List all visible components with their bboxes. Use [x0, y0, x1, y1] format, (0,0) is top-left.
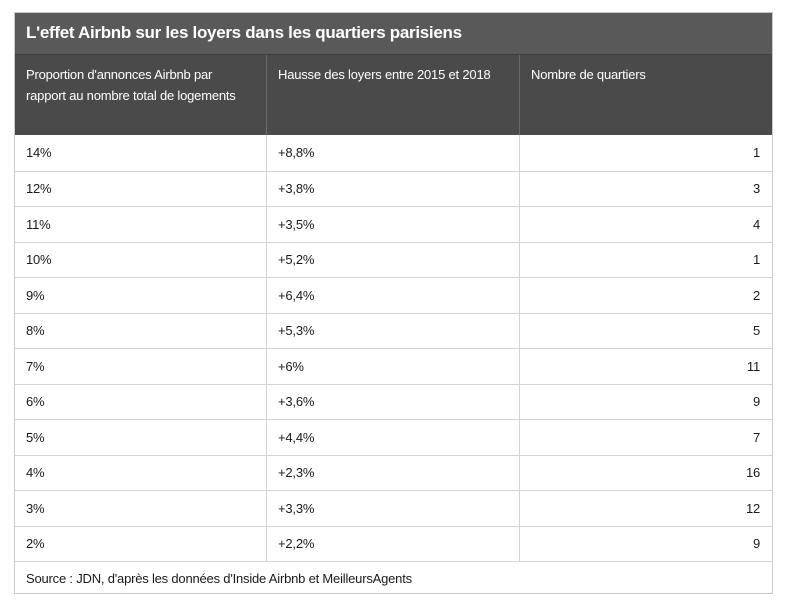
cell-rent-increase: +3,3% — [267, 491, 520, 526]
cell-proportion: 7% — [15, 349, 267, 384]
cell-district-count: 16 — [745, 465, 760, 481]
cell-rent-increase: +6% — [267, 349, 520, 384]
cell-proportion: 3% — [15, 491, 267, 526]
header-rent-increase: Hausse des loyers entre 2015 et 2018 — [267, 55, 520, 135]
cell-rent-increase: +5,2% — [267, 242, 520, 277]
cell-district-count: 3 — [752, 181, 760, 197]
cell-proportion: 12% — [15, 171, 267, 206]
cell-district-count: 7 — [752, 429, 760, 445]
table-row: 11% +3,5% 4 — [15, 206, 772, 242]
cell-district-count: 1 — [752, 145, 760, 161]
table-row: 5% +4,4% 7 — [15, 419, 772, 455]
table-row: 3% +3,3% 12 — [15, 490, 772, 526]
cell-rent-increase: +3,6% — [267, 384, 520, 419]
cell-district-count: 4 — [752, 216, 760, 232]
table-row: 2% +2,2% 9 — [15, 525, 772, 561]
cell-rent-increase: +3,5% — [267, 207, 520, 242]
cell-proportion: 10% — [15, 242, 267, 277]
cell-district-count: 2 — [752, 287, 760, 303]
cell-proportion: 14% — [15, 135, 267, 171]
table-row: 8% +5,3% 5 — [15, 312, 772, 348]
cell-district-count: 11 — [746, 358, 760, 374]
cell-proportion: 8% — [15, 313, 267, 348]
cell-district-count: 5 — [752, 323, 760, 339]
cell-rent-increase: +3,8% — [267, 171, 520, 206]
header-proportion: Proportion d'annonces Airbnb par rapport… — [15, 55, 267, 135]
cell-district-count: 1 — [752, 252, 760, 268]
cell-proportion: 2% — [15, 526, 267, 561]
cell-rent-increase: +8,8% — [267, 135, 520, 171]
cell-proportion: 6% — [15, 384, 267, 419]
cell-rent-increase: +2,2% — [267, 526, 520, 561]
cell-district-count: 12 — [745, 500, 760, 516]
cell-proportion: 9% — [15, 278, 267, 313]
table-header-row: Proportion d'annonces Airbnb par rapport… — [15, 55, 772, 135]
table-row: 4% +2,3% 16 — [15, 454, 772, 490]
table-row: 10% +5,2% 1 — [15, 241, 772, 277]
cell-proportion: 5% — [15, 420, 267, 455]
table-row: 14% +8,8% 1 — [15, 135, 772, 171]
header-district-count: Nombre de quartiers — [531, 67, 646, 82]
source-note: Source : JDN, d'après les données d'Insi… — [15, 561, 772, 595]
cell-rent-increase: +2,3% — [267, 455, 520, 490]
cell-proportion: 11% — [15, 207, 267, 242]
table-row: 12% +3,8% 3 — [15, 170, 772, 206]
table-title: L'effet Airbnb sur les loyers dans les q… — [15, 13, 772, 55]
cell-rent-increase: +4,4% — [267, 420, 520, 455]
cell-district-count: 9 — [752, 394, 760, 410]
table-body: 14% +8,8% 1 12% +3,8% 3 11% +3,5% 4 10% +5,2% 1 9% +6… — [15, 135, 772, 561]
table-row: 9% +6,4% 2 — [15, 277, 772, 313]
cell-proportion: 4% — [15, 455, 267, 490]
cell-district-count: 9 — [752, 536, 760, 552]
table-row: 6% +3,6% 9 — [15, 383, 772, 419]
airbnb-rent-table: L'effet Airbnb sur les loyers dans les q… — [14, 12, 773, 594]
table-row: 7% +6% 11 — [15, 348, 772, 384]
cell-rent-increase: +5,3% — [267, 313, 520, 348]
cell-rent-increase: +6,4% — [267, 278, 520, 313]
